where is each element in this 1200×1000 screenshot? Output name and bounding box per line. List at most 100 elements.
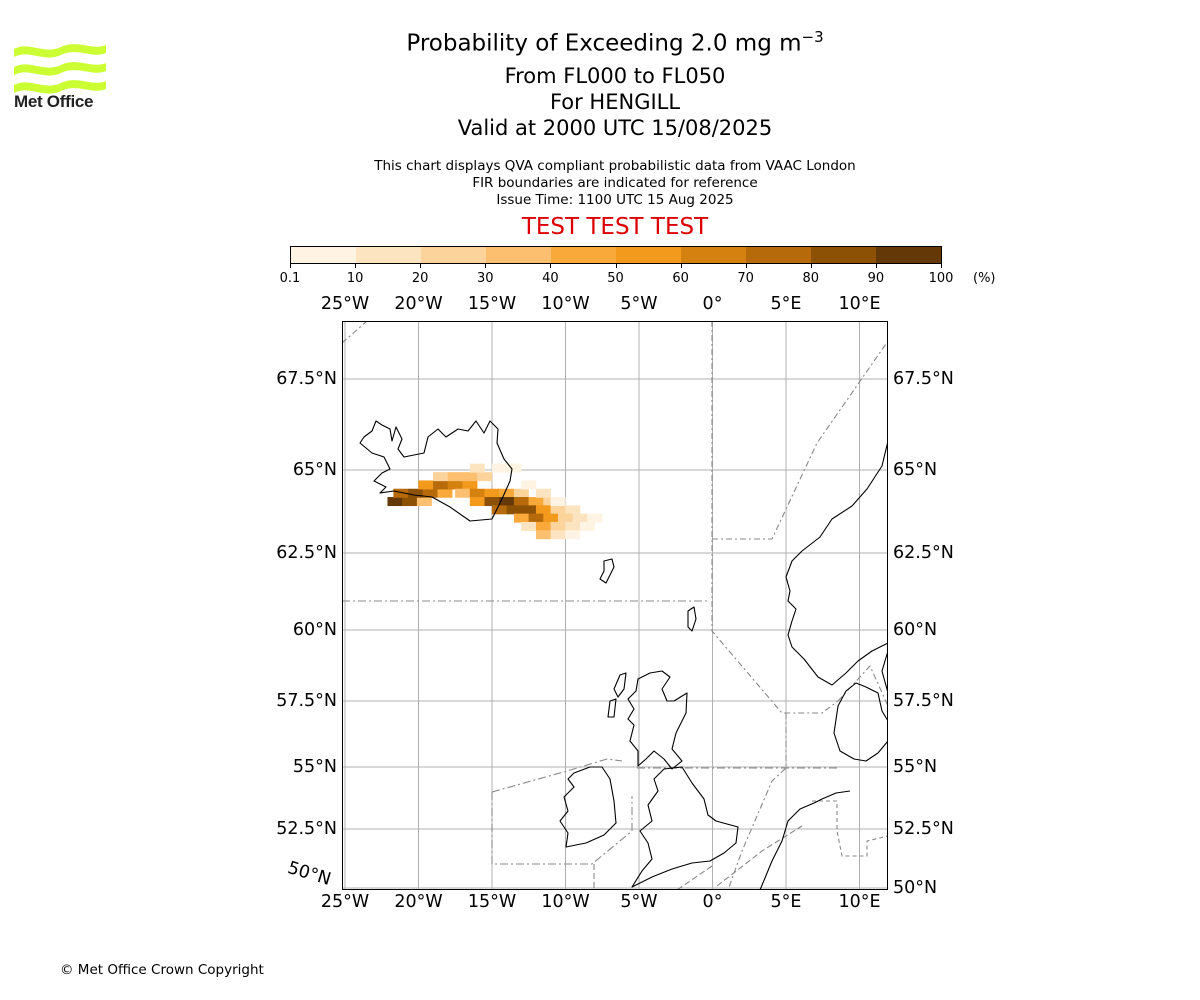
plume-cell <box>469 497 485 507</box>
lat-label-right: 67.5°N <box>893 369 954 389</box>
plume-cell <box>484 497 500 507</box>
fir-boundary <box>491 792 633 865</box>
coastline-faroe <box>599 558 615 584</box>
colorbar-segment <box>551 247 616 263</box>
fir-boundary <box>342 321 368 344</box>
plume-cell <box>513 488 529 498</box>
colorbar-segment <box>421 247 486 263</box>
fir-boundary <box>716 825 803 887</box>
plume-cell <box>447 472 463 482</box>
plume-cell <box>528 513 544 523</box>
plume-cell <box>491 463 507 473</box>
colorbar-tick-label: 50 <box>607 271 624 286</box>
colorbar-tick <box>941 263 942 268</box>
colorbar-tick <box>290 263 291 268</box>
colorbar-segment <box>616 247 681 263</box>
coastline-hebrides <box>607 672 627 718</box>
plume-cell <box>469 488 485 498</box>
plume-cell <box>506 505 522 515</box>
lon-label-top: 10°E <box>838 294 881 314</box>
title-text: Probability of Exceeding 2.0 mg m <box>406 30 802 57</box>
colorbar-segment <box>356 247 421 263</box>
plume-cell <box>565 505 581 515</box>
lon-label-top: 10°W <box>541 294 590 314</box>
map-panel <box>342 321 888 890</box>
plume-cell <box>462 480 478 490</box>
colorbar-tick <box>745 263 747 268</box>
plume-cell <box>580 521 596 531</box>
valid-time: Valid at 2000 UTC 15/08/2025 <box>457 116 773 140</box>
fir-boundaries <box>342 321 888 890</box>
lon-label-top: 15°W <box>467 294 517 314</box>
title-exponent: −3 <box>801 28 824 46</box>
info-line-1: This chart displays QVA compliant probab… <box>374 158 856 174</box>
lon-label-top: 5°E <box>770 294 802 314</box>
coastline-denmark <box>833 682 888 762</box>
test-banner: TEST TEST TEST <box>521 214 709 240</box>
colorbar-tick-label: 100 <box>928 271 954 286</box>
coastline-sweden <box>881 650 888 694</box>
colorbar-tick <box>355 263 357 268</box>
lat-label-right: 57.5°N <box>893 691 954 711</box>
colorbar-tick <box>420 263 422 268</box>
coastline-scotland <box>627 670 688 770</box>
lat-label-right: 65°N <box>893 460 938 480</box>
plume-cell <box>535 530 551 540</box>
plume-cell <box>418 480 434 490</box>
plume-cell <box>528 497 544 507</box>
flight-level-range: From FL000 to FL050 <box>504 64 726 88</box>
colorbar-tick <box>550 263 552 268</box>
lat-label-right: 60°N <box>893 620 938 640</box>
plume-cell <box>521 505 537 515</box>
plume-cell <box>422 488 438 498</box>
lon-label-top: 25°W <box>320 294 370 314</box>
plume-cell <box>491 505 507 515</box>
plume-cell <box>521 480 537 490</box>
lon-label-bottom: 5°W <box>620 892 658 912</box>
colorbar-tick <box>810 263 812 268</box>
plume-cell <box>572 513 588 523</box>
plume-cell <box>535 505 551 515</box>
plume-cell <box>469 463 485 473</box>
plume-cell <box>550 521 566 531</box>
lat-label-left: 65°N <box>292 460 337 480</box>
fir-boundary <box>712 340 888 540</box>
info-line-2: FIR boundaries are indicated for referen… <box>472 175 758 191</box>
plume-cell <box>535 521 551 531</box>
plume-cell <box>408 488 424 498</box>
plume-cell <box>477 472 493 482</box>
plume-cell <box>462 472 478 482</box>
fir-boundary <box>676 865 713 890</box>
plume-cell <box>433 480 449 490</box>
chart-title: Probability of Exceeding 2.0 mg m−3 <box>0 28 1200 57</box>
plume-cell <box>535 488 551 498</box>
lat-label-left: 57.5°N <box>276 691 337 711</box>
plume-cell <box>499 497 515 507</box>
plume-cell <box>506 463 522 473</box>
coastline-netherlands-germany <box>759 790 851 890</box>
colorbar-segment <box>291 247 356 263</box>
colorbar-tick-label: 60 <box>672 271 689 286</box>
fir-boundary <box>812 800 888 857</box>
plume-cell <box>484 488 500 498</box>
colorbar-tick <box>615 263 617 268</box>
plume-cell <box>521 521 537 531</box>
lat-label-right: 62.5°N <box>893 543 954 563</box>
lat-label-left: 62.5°N <box>276 543 337 563</box>
colorbar-tick-label: 70 <box>737 271 754 286</box>
fir-boundary <box>727 713 787 890</box>
lat-label-right: 50°N <box>893 878 938 898</box>
coastline-norway <box>785 440 888 686</box>
issue-time: Issue Time: 1100 UTC 15 Aug 2025 <box>496 192 734 208</box>
colorbar-tick-label: 90 <box>867 271 885 286</box>
lon-label-bottom: 10°W <box>541 892 590 912</box>
lon-label-bottom: 5°E <box>770 892 802 912</box>
lat-label-left: 52.5°N <box>276 819 337 839</box>
graticule <box>342 321 888 890</box>
coastline-shetland <box>687 606 697 632</box>
colorbar-tick-label: 40 <box>542 271 559 286</box>
plume-cell <box>387 497 403 507</box>
lon-label-top: 0° <box>702 294 723 314</box>
plume-cell <box>393 488 409 498</box>
lat-label-left: 60°N <box>292 620 337 640</box>
